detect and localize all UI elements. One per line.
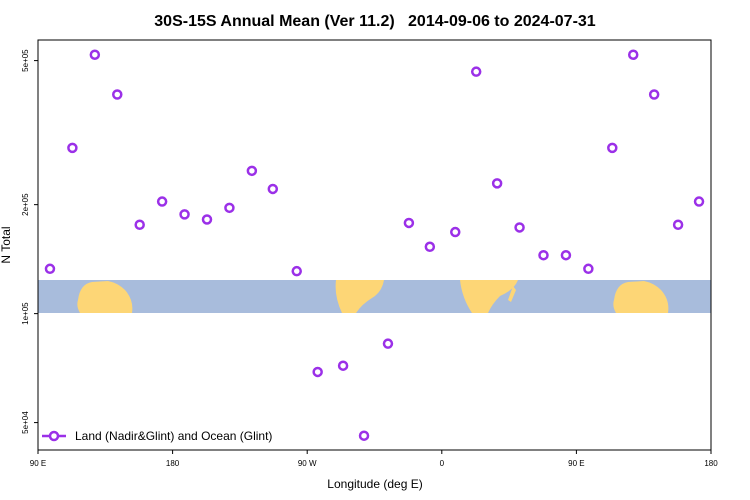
x-tick-label: 180 <box>704 459 718 468</box>
point <box>424 241 436 253</box>
point <box>672 219 684 230</box>
point <box>312 366 323 378</box>
y-tick-label: 2e+05 <box>21 193 30 216</box>
x-tick-label: 90 W <box>298 459 317 468</box>
point <box>246 165 258 177</box>
point <box>627 49 639 60</box>
point <box>291 265 302 277</box>
point <box>179 209 190 220</box>
point <box>267 183 279 195</box>
point <box>403 217 415 229</box>
point <box>583 263 594 275</box>
point <box>337 360 349 371</box>
y-tick-label: 5e+05 <box>21 49 30 72</box>
point <box>224 202 235 214</box>
x-tick-label: 90 E <box>30 459 46 468</box>
legend-marker <box>48 430 60 442</box>
legend-label: Land (Nadir&Glint) and Ocean (Glint) <box>75 429 272 443</box>
point <box>538 249 549 261</box>
point <box>560 249 572 261</box>
point <box>607 142 618 154</box>
x-tick-label: 90 E <box>568 459 584 468</box>
point <box>693 196 705 207</box>
point <box>648 89 660 100</box>
point <box>112 89 123 100</box>
point <box>382 338 394 349</box>
y-axis-label: N Total <box>0 226 13 263</box>
point <box>67 142 78 154</box>
point <box>201 214 213 225</box>
y-tick-label: 5e+04 <box>21 411 30 434</box>
point <box>358 430 370 441</box>
x-tick-label: 0 <box>440 459 445 468</box>
point <box>134 219 145 230</box>
point <box>156 196 168 207</box>
plot-frame <box>37 39 712 451</box>
x-tick-label: 180 <box>166 459 180 468</box>
point <box>44 263 56 275</box>
point <box>89 49 101 60</box>
y-tick-label: 1e+05 <box>21 302 30 325</box>
point <box>514 222 525 233</box>
x-axis-label: Longitude (deg E) <box>327 477 422 491</box>
point <box>470 66 482 77</box>
map-strip <box>38 280 711 313</box>
chart-title: 30S-15S Annual Mean (Ver 11.2) 2014-09-0… <box>154 13 596 30</box>
point <box>491 178 503 189</box>
point <box>450 226 461 238</box>
